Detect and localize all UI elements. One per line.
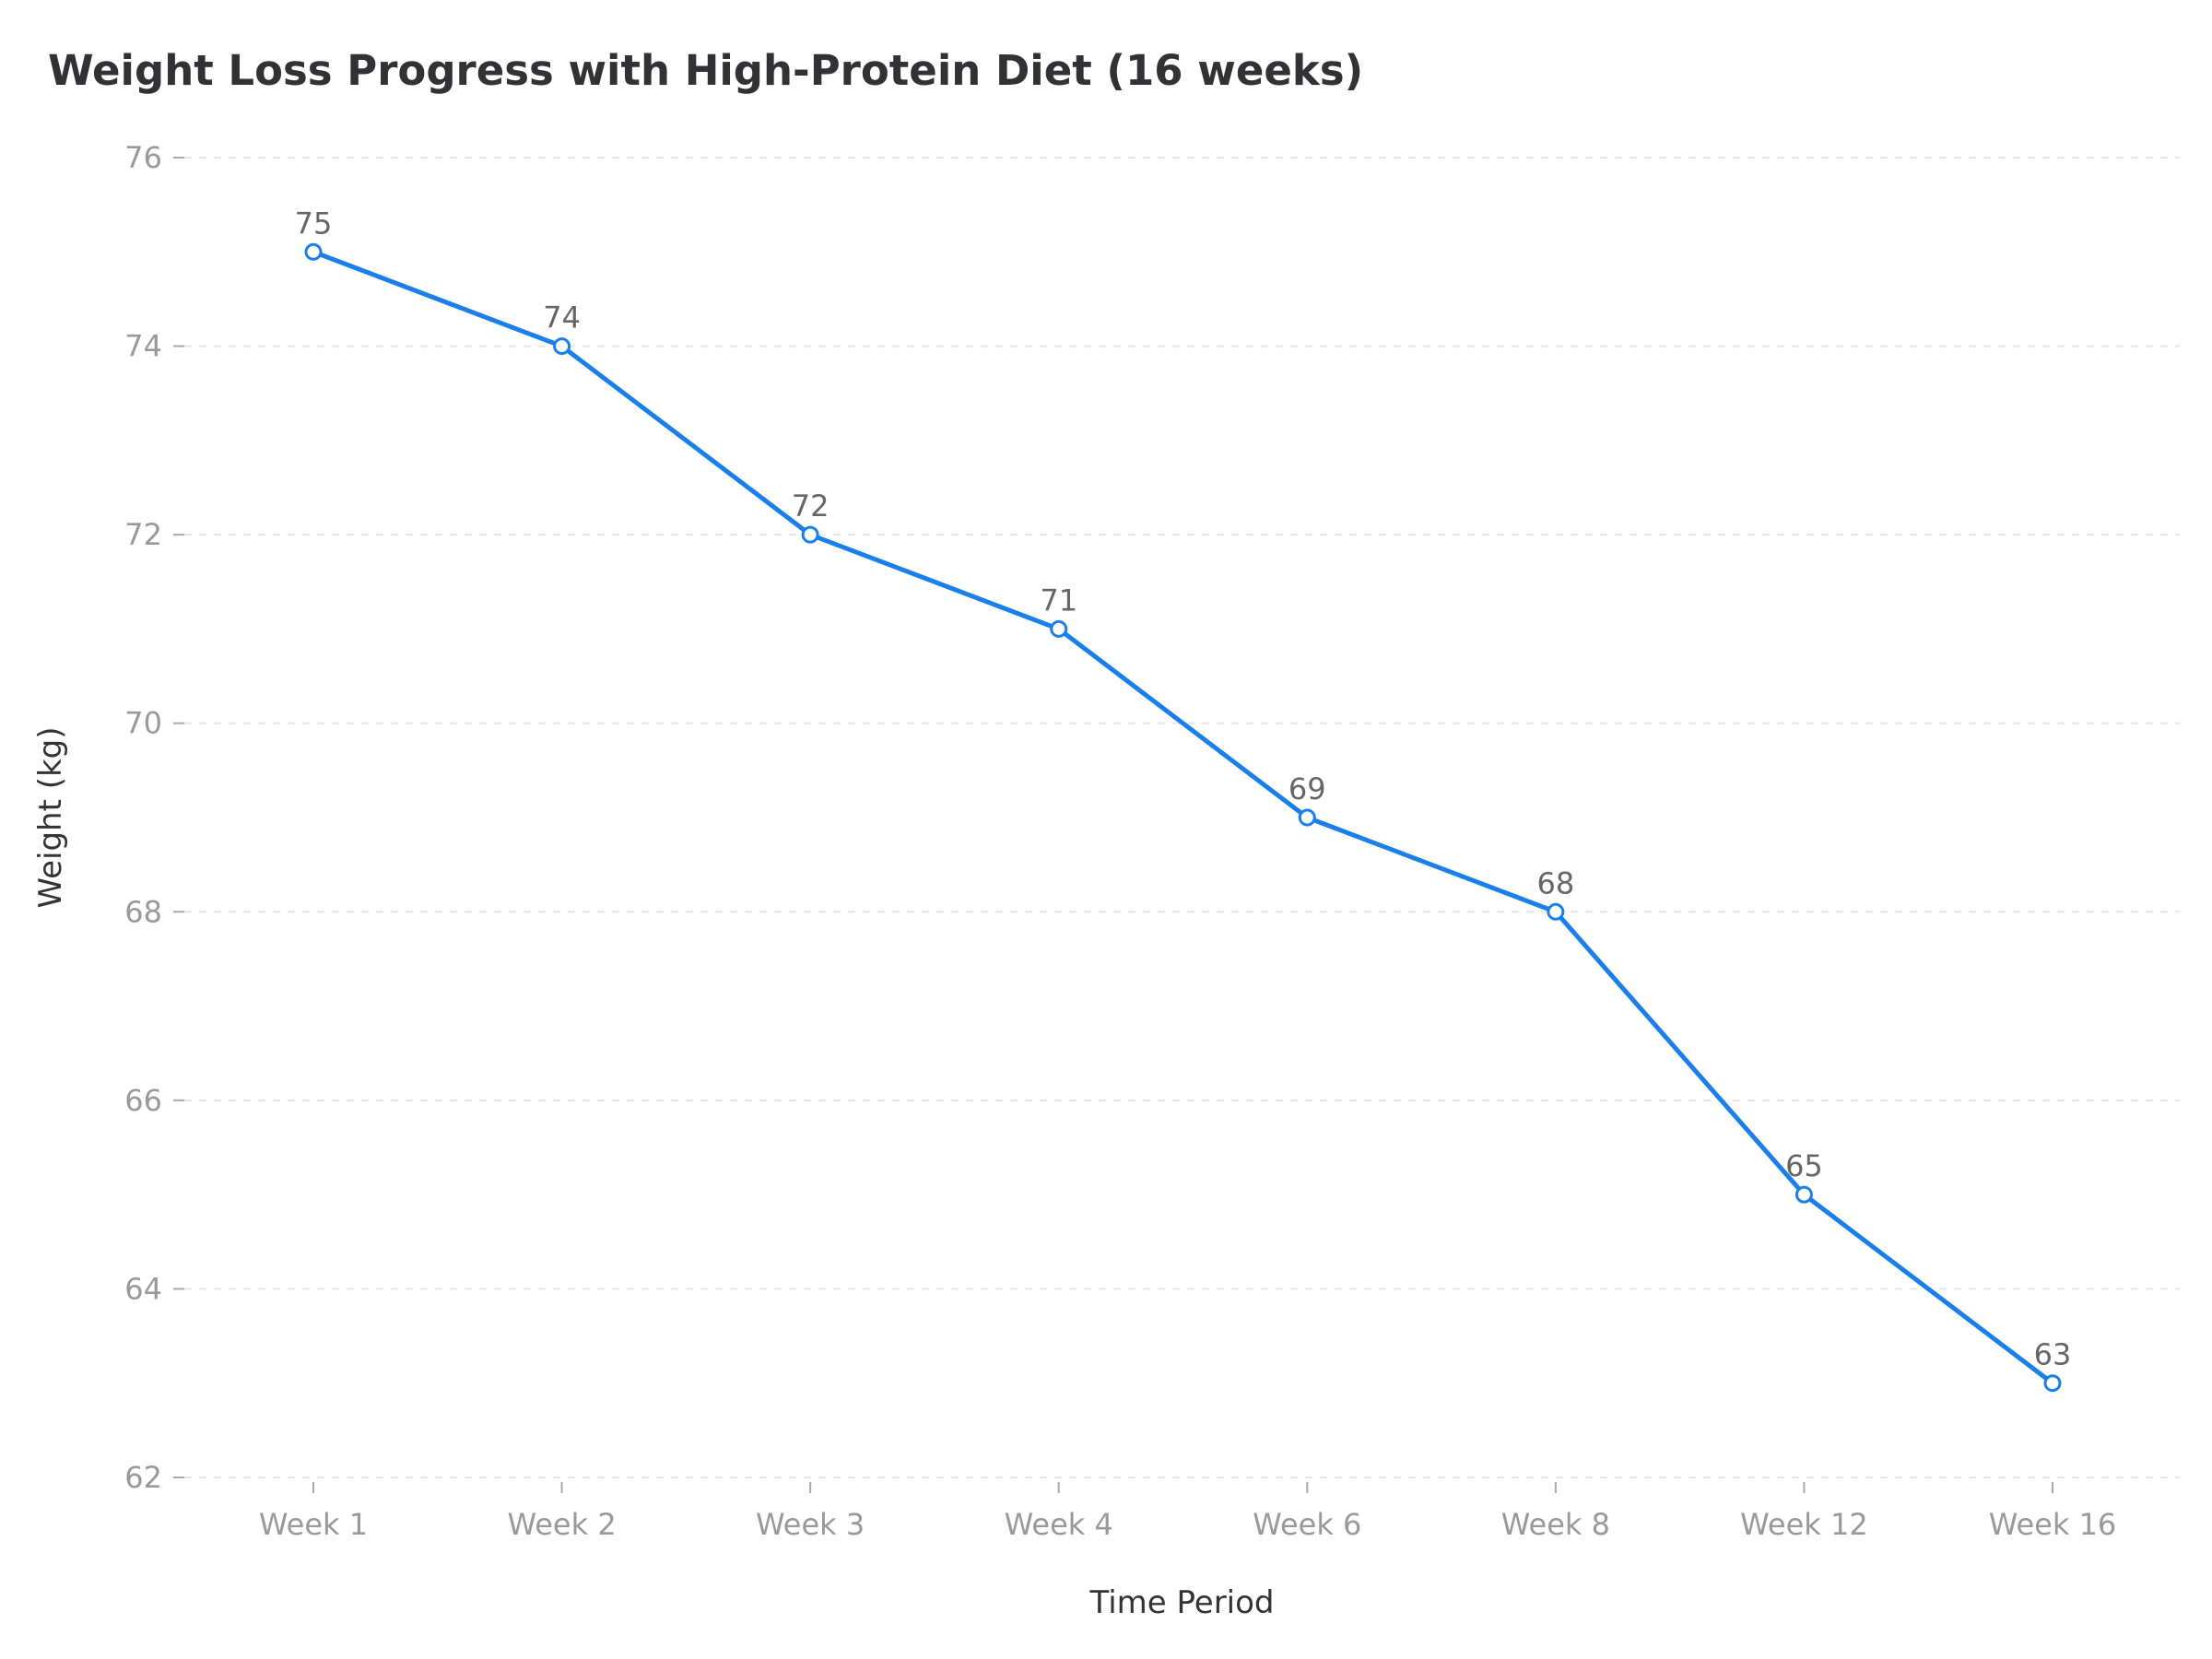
data-point <box>801 525 819 544</box>
series-line <box>312 249 2054 1385</box>
data-point <box>1298 808 1316 827</box>
y-tick-label: 62 <box>124 1460 162 1495</box>
x-tick-label: Week 6 <box>1253 1507 1361 1542</box>
y-tick-label: 66 <box>124 1083 162 1118</box>
x-tick-label: Week 2 <box>507 1507 616 1542</box>
data-label: 72 <box>792 488 830 524</box>
data-point <box>2043 1374 2062 1393</box>
data-label: 74 <box>543 300 581 335</box>
data-label: 63 <box>2034 1337 2072 1372</box>
y-tick-label: 64 <box>124 1271 162 1306</box>
data-label: 71 <box>1040 582 1077 618</box>
x-tick-label: Week 8 <box>1501 1507 1610 1542</box>
data-point <box>553 337 571 356</box>
x-tick-label: Week 12 <box>1740 1507 1868 1542</box>
y-tick-label: 74 <box>124 329 162 364</box>
y-tick-label: 72 <box>124 517 162 552</box>
x-tick-label: Week 3 <box>756 1507 865 1542</box>
chart-title: Weight Loss Progress with High-Protein D… <box>48 46 1364 95</box>
y-tick-label: 68 <box>124 894 162 929</box>
data-point <box>304 242 323 261</box>
y-axis-label: Weight (kg) <box>32 726 69 908</box>
x-tick-label: Week 4 <box>1005 1507 1113 1542</box>
data-label: 65 <box>1785 1148 1823 1183</box>
data-point <box>1547 902 1565 921</box>
data-label: 68 <box>1536 865 1574 900</box>
data-label: 75 <box>295 206 333 241</box>
x-tick-label: Week 16 <box>1989 1507 2117 1542</box>
data-label: 69 <box>1288 771 1326 806</box>
data-point <box>1050 619 1068 638</box>
y-tick-label: 76 <box>124 140 162 175</box>
x-tick-label: Week 1 <box>259 1507 368 1542</box>
data-point <box>1794 1185 1813 1204</box>
x-axis-label: Time Period <box>1088 1584 1274 1621</box>
y-tick-label: 70 <box>124 706 162 741</box>
